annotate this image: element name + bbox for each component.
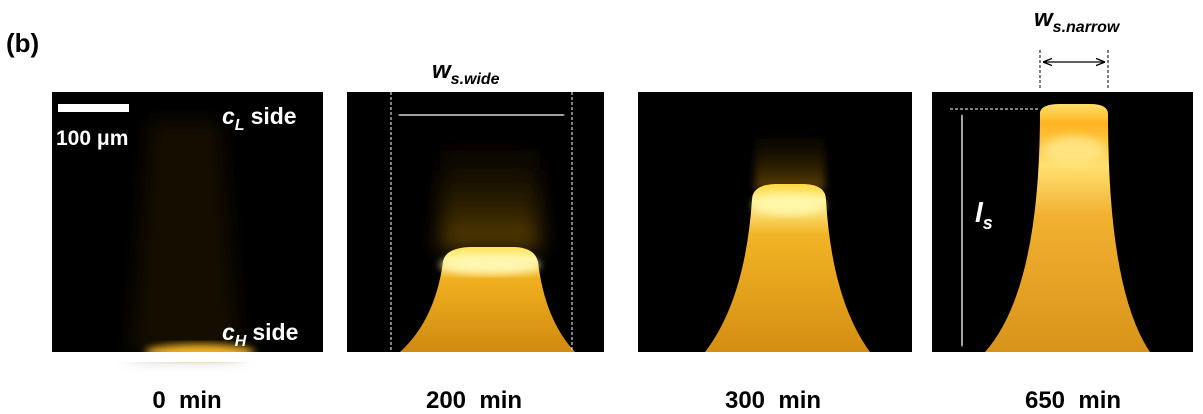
image-panel: ls	[932, 92, 1193, 352]
side-label: cL side	[222, 103, 297, 134]
length-label: ls	[975, 197, 993, 233]
width-label: ws.narrow	[1034, 5, 1121, 36]
scale-label: 100 μm	[56, 127, 128, 150]
width-label: ws.wide	[432, 57, 500, 88]
time-label: 650 min	[1025, 387, 1121, 414]
image-panel	[638, 92, 912, 352]
time-label: 300 min	[725, 387, 821, 414]
panel-label: (b)	[6, 28, 39, 58]
time-label: 200 min	[426, 387, 522, 414]
time-label: 0 min	[152, 387, 221, 414]
image-panel: ws.wide	[347, 57, 604, 352]
scale-bar	[58, 104, 129, 112]
image-panel: 100 μm cL side cH side	[52, 92, 323, 362]
side-label: cH side	[222, 319, 298, 350]
